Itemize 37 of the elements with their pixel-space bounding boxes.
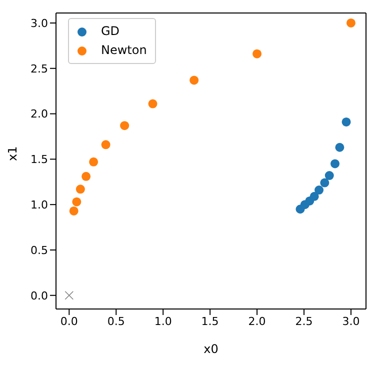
y-tick-label: 3.0 [30,16,48,30]
point [346,18,356,28]
y-tick-label: 2.5 [30,62,48,76]
x-tick-label: 1.0 [154,314,172,328]
y-tick-label: 1.0 [30,198,48,212]
y-tick-label: 1.5 [30,153,48,166]
x-tick-label: 0.5 [107,314,125,328]
y-axis-title: x1 [5,146,20,161]
point [76,184,85,194]
point [252,49,262,58]
point [82,172,91,181]
legend-label: Newton [101,42,147,59]
point [314,186,324,195]
point [330,159,340,168]
legend-label: GD [101,23,120,40]
point [72,197,82,206]
point [101,140,110,150]
x-tick-label: 1.5 [201,314,219,328]
x-tick-label: 2.0 [248,314,266,328]
point [69,206,78,216]
x-tick-label: 3.0 [342,314,360,328]
point [310,192,319,201]
x-tick-label: 2.5 [295,314,313,328]
x-tick-label: 0.0 [60,314,78,328]
y-tick-label: 0.5 [30,244,48,257]
point [64,290,74,300]
y-tick-label: 0.0 [30,289,48,302]
y-tick-label: 2.0 [30,108,48,121]
point [190,76,199,85]
point [335,142,344,152]
point [324,171,334,180]
x-axis-title: x0 [204,342,218,356]
point [342,117,351,126]
point [320,178,330,188]
point [120,121,130,130]
point [89,157,98,166]
point [148,99,158,108]
